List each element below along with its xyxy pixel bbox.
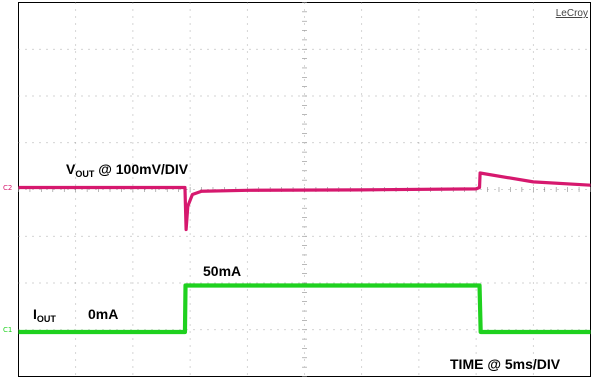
iout-high-level-label: 50mA xyxy=(203,263,241,279)
iout-trace xyxy=(18,283,591,335)
ground-marker-iout: C1 xyxy=(3,326,12,334)
vout-scale-label: VOUT @ 100mV/DIV xyxy=(66,161,189,179)
iout-low-level-label: 0mA xyxy=(88,306,118,322)
iout-label: IOUT xyxy=(33,306,56,324)
time-scale-label: TIME @ 5ms/DIV xyxy=(450,356,561,372)
trace-layer xyxy=(18,171,591,335)
ground-marker-vout: C2 xyxy=(3,184,12,192)
svg-text:C1: C1 xyxy=(3,326,12,334)
graticule-grid xyxy=(18,2,591,377)
vout-trace xyxy=(18,171,591,232)
svg-text:C2: C2 xyxy=(3,184,12,192)
brand-logo: LeCroy xyxy=(556,8,588,19)
